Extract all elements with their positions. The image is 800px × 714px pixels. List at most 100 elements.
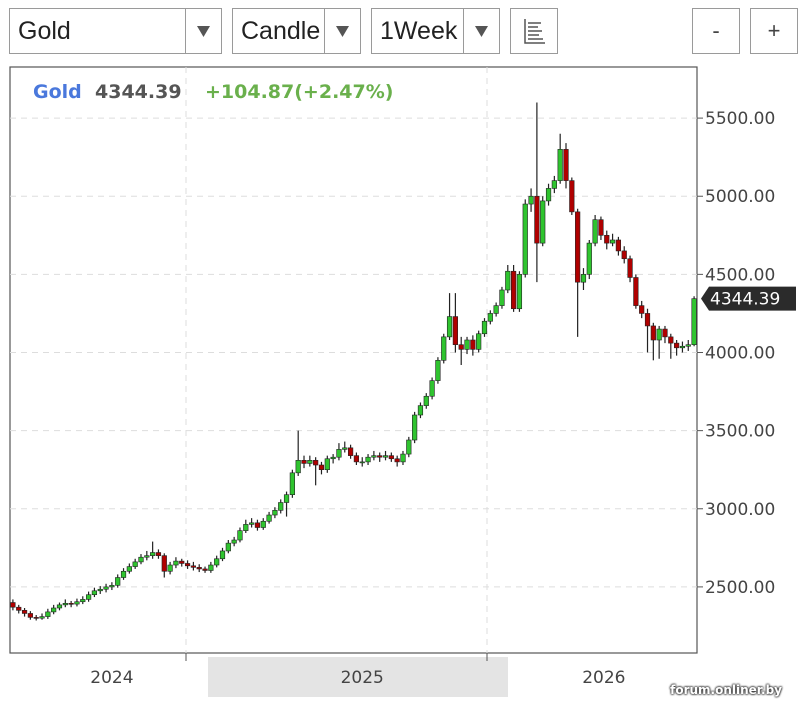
dropdown-arrow [324,9,360,53]
candle-body [540,200,546,244]
candle-body [173,560,179,566]
candle-body [68,603,74,605]
header-symbol: Gold [33,81,82,103]
candle-body [313,460,319,466]
candle-body [283,494,290,503]
candle-body [505,270,511,291]
candle-body [522,203,528,275]
interval-text: 1Week [380,17,458,45]
candle-body [412,414,418,441]
candle-body [551,180,557,189]
zoom-in-button[interactable]: + [750,8,798,54]
candle-body [528,195,534,205]
x-tick-label: 2026 [582,668,625,688]
candle-body [74,601,80,605]
candle-body [563,149,569,181]
candle-body [423,395,429,406]
candle-body [662,328,668,338]
candle-body [336,449,342,458]
candle-body [132,561,138,567]
candle-body [10,602,16,608]
chart-type-text: Candle [241,17,321,45]
y-tick-label: 5500.00 [705,109,775,129]
candle-body [644,313,651,327]
candle-body [33,617,39,619]
candle-body [604,234,610,244]
candle-body [103,586,109,590]
candle-body [400,453,406,463]
candle-body [557,149,563,181]
candle-body [179,560,185,564]
candle-body [115,577,121,586]
interval-select[interactable]: 1Week [371,8,500,54]
candle-body [458,344,464,350]
candle-body [627,258,633,278]
candle-body [138,556,144,563]
last-price-label: 4344.39 [710,290,780,310]
candle-body [493,305,499,314]
candle-body [51,607,57,613]
candle-body [650,325,656,341]
candle-body [674,342,680,349]
y-tick-label: 4000.00 [705,343,775,363]
candle-body [516,274,523,310]
candle-body [155,552,162,556]
candle-body [586,242,592,275]
candle-body [481,320,488,335]
candle-body [219,550,226,560]
candle-body [615,239,622,252]
candle-body [231,539,237,544]
candle-body [85,594,92,600]
candle-body [580,274,587,283]
candle-body [417,405,424,416]
candle-body [446,316,453,338]
candle-body [324,458,330,470]
indicator-button[interactable] [510,8,558,54]
y-tick-label: 3000.00 [705,500,775,520]
arrow-icon [475,26,488,37]
candle-body [202,568,208,571]
candle-body [27,613,33,618]
y-tick-label: 3500.00 [705,422,775,442]
arrow-icon [336,26,349,37]
candle-body [45,611,51,617]
candle-body [91,590,98,596]
candle-body [691,298,697,345]
candle-body [487,313,493,322]
symbol-select[interactable]: Gold [9,8,222,54]
candle-body [21,610,28,614]
candle-body [592,219,598,244]
candle-body [272,510,278,516]
y-tick-label: 5000.00 [705,187,775,207]
header-price: 4344.39 [95,81,182,103]
chart-type-select[interactable]: Candle [232,8,361,54]
candle-body [452,316,458,345]
x-tick-label: 2025 [341,668,384,688]
candle-body [126,566,132,572]
last-price-tag [701,286,796,311]
candle-body [150,552,156,556]
candle-body [441,336,447,361]
candle-body [289,472,295,496]
candle-body [260,520,266,528]
candle-body [388,455,394,460]
candle-body [266,514,272,522]
candle-body [214,558,220,566]
candle-body [679,345,686,349]
symbol-text: Gold [18,17,71,45]
y-tick-label: 2500.00 [705,578,775,598]
plot-area [9,66,698,654]
candle-body [464,339,470,350]
candle-body [429,380,435,397]
candle-body [569,180,575,213]
zoom-out-button[interactable]: - [692,8,740,54]
candle-body [243,524,249,531]
candle-body [668,336,674,344]
candle-body [342,447,348,450]
candle-body [575,211,581,283]
candle-body [318,464,325,470]
dropdown-arrow [185,9,221,53]
indicator-icon [524,19,545,44]
candle-body [330,456,336,460]
